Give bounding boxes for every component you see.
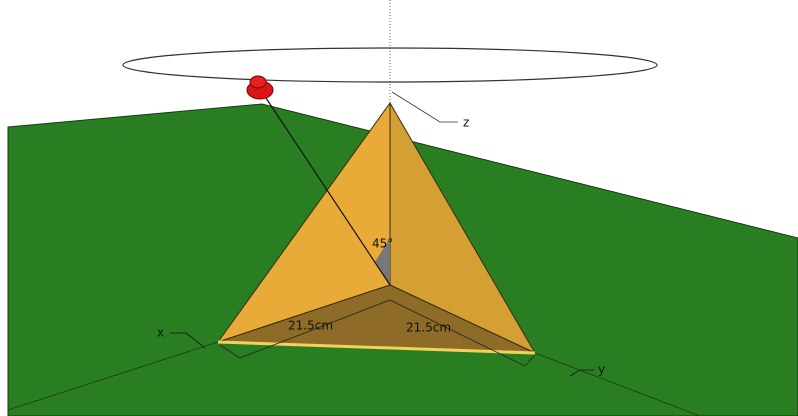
x-leader [170,332,206,349]
axis-label: x [157,326,164,340]
dimension-line [219,299,391,359]
dimension-line [389,299,536,367]
angle-label: 45° [372,237,393,251]
axis-label: y [598,363,605,377]
axis-label: z [463,116,469,130]
light-source [246,75,274,100]
angle-marker [375,238,390,285]
rotation-circle [122,47,658,83]
dimension-label: 21.5cm [288,319,333,333]
x-axis [7,341,219,411]
y-axis [534,352,701,416]
light-line [261,91,391,286]
dimension-label: 21.5cm [406,321,451,335]
z-leader [391,91,458,123]
front-edge [217,340,536,355]
